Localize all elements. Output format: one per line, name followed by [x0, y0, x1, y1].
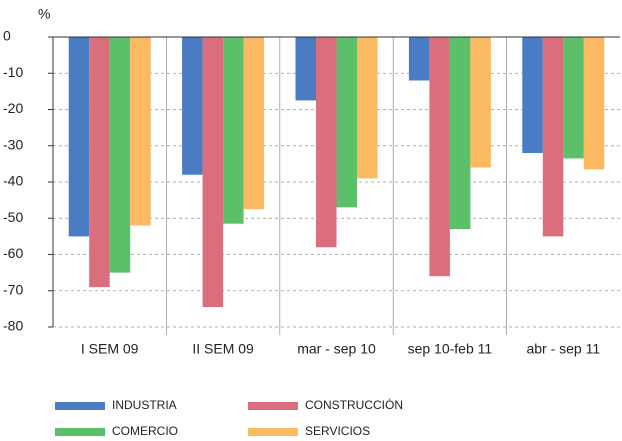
y-tick-label: 0	[3, 28, 11, 44]
y-tick-label: -40	[3, 173, 23, 189]
bar	[182, 37, 203, 175]
bar	[243, 37, 265, 210]
legend-label: COMERCIO	[112, 424, 178, 438]
x-tick-label: mar - sep 10	[297, 341, 376, 357]
y-tick-label: -70	[3, 281, 23, 297]
bar	[316, 37, 337, 248]
bar	[470, 37, 491, 168]
bar	[109, 37, 131, 273]
x-tick-label: II SEM 09	[192, 341, 254, 357]
y-tick-label: -20	[3, 100, 23, 116]
bar	[295, 37, 316, 101]
y-tick-label: -30	[3, 136, 23, 152]
bar	[130, 37, 151, 226]
bar	[408, 37, 430, 81]
bar	[429, 37, 450, 277]
y-unit: %	[38, 6, 50, 22]
bar	[357, 37, 378, 179]
bar	[202, 37, 224, 308]
bar	[583, 37, 605, 170]
x-tick-label: I SEM 09	[81, 341, 139, 357]
y-tick-label: -50	[3, 209, 23, 225]
legend-swatch	[55, 402, 105, 410]
x-tick-label: sep 10-feb 11	[408, 341, 493, 357]
bar	[449, 37, 471, 230]
bar	[522, 37, 543, 153]
bar	[336, 37, 357, 208]
bar	[223, 37, 244, 224]
bar	[563, 37, 584, 159]
legend-swatch	[55, 428, 105, 436]
y-tick-label: -60	[3, 245, 23, 261]
bar	[89, 37, 110, 288]
y-tick-label: -10	[3, 64, 23, 80]
bar	[68, 37, 90, 237]
y-tick-label: -80	[3, 318, 23, 334]
legend-label: INDUSTRIA	[112, 398, 177, 412]
legend-swatch	[248, 428, 298, 436]
legend-label: CONSTRUCCIÓN	[305, 397, 403, 412]
bar	[542, 37, 564, 237]
legend-label: SERVICIOS	[305, 424, 370, 438]
x-tick-label: abr - sep 11	[526, 341, 600, 357]
legend-swatch	[248, 402, 298, 410]
